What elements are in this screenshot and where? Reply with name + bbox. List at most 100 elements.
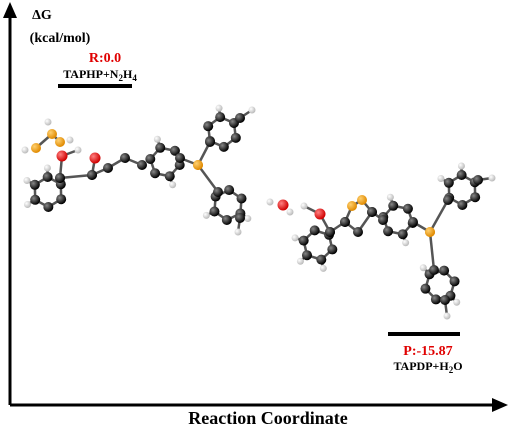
- species: TAPDP+H2O: [393, 359, 462, 375]
- y-arrow: [3, 2, 17, 18]
- atom: [153, 135, 161, 143]
- atom: [300, 202, 308, 210]
- atom: [164, 171, 175, 182]
- atom: [150, 168, 161, 179]
- atom: [235, 113, 245, 123]
- atom: [137, 160, 147, 170]
- atom: [215, 104, 223, 112]
- species-part: TAPDP+H: [393, 359, 449, 373]
- atom: [221, 214, 232, 225]
- atom: [286, 208, 294, 216]
- species-part: O: [453, 359, 462, 373]
- atom: [440, 295, 450, 305]
- atom: [430, 294, 441, 305]
- species: TAPHP+N2H4: [63, 67, 137, 83]
- atom: [457, 162, 465, 170]
- atom: [386, 193, 394, 201]
- atom: [169, 145, 180, 156]
- atom: [47, 129, 57, 139]
- atom: [353, 227, 363, 237]
- atom: [473, 175, 483, 185]
- atom: [316, 254, 327, 265]
- species-sub: 2: [449, 365, 454, 375]
- atom: [470, 192, 481, 203]
- atom: [443, 177, 454, 188]
- atom: [319, 264, 327, 272]
- atom: [340, 217, 350, 227]
- atom: [301, 250, 312, 261]
- atom: [443, 312, 451, 320]
- atom: [277, 199, 289, 211]
- atom: [155, 142, 166, 153]
- atom: [347, 201, 357, 211]
- atom: [202, 211, 210, 219]
- state-label: R:0.0: [89, 51, 121, 66]
- atom: [244, 215, 252, 223]
- atom: [325, 227, 335, 237]
- atom: [388, 200, 399, 211]
- bond: [428, 231, 436, 271]
- atom: [23, 176, 31, 184]
- atom: [357, 195, 367, 205]
- atom: [193, 160, 203, 170]
- atom: [408, 217, 418, 227]
- atom: [230, 132, 241, 143]
- atom: [55, 173, 65, 183]
- atom: [21, 146, 29, 154]
- atom: [120, 153, 130, 163]
- atom: [145, 154, 156, 165]
- atom: [203, 121, 214, 132]
- atom: [44, 118, 52, 126]
- atom: [209, 206, 220, 217]
- axes: [3, 2, 508, 412]
- atom: [291, 234, 299, 242]
- y-unit: (kcal/mol): [30, 31, 91, 46]
- atom: [488, 174, 496, 182]
- atom: [425, 227, 435, 237]
- atom: [437, 174, 445, 182]
- atom: [397, 229, 408, 240]
- x-label: Reaction Coordinate: [188, 408, 347, 427]
- atom: [443, 195, 453, 205]
- atom: [55, 137, 65, 147]
- molecules: [21, 104, 496, 320]
- atom: [378, 215, 388, 225]
- atom: [402, 239, 410, 247]
- atom: [309, 225, 320, 236]
- atom: [457, 199, 468, 210]
- atom: [383, 226, 394, 237]
- atom: [29, 179, 40, 190]
- atom: [296, 257, 304, 265]
- atom: [453, 298, 461, 306]
- atom: [402, 203, 413, 214]
- atom: [298, 235, 309, 246]
- atom: [87, 170, 97, 180]
- atom: [31, 143, 41, 153]
- atom: [56, 150, 68, 162]
- atom: [213, 187, 223, 197]
- atom: [266, 198, 274, 206]
- atom: [456, 170, 467, 181]
- atom: [218, 141, 229, 152]
- bond: [428, 199, 450, 233]
- species-sub: 2: [118, 73, 123, 83]
- atom: [367, 207, 377, 217]
- atom: [314, 208, 326, 220]
- atom: [439, 265, 450, 276]
- atom: [327, 244, 338, 255]
- state-label: P:-15.87: [403, 344, 452, 359]
- species-sub: 4: [132, 73, 137, 83]
- atom: [24, 200, 32, 208]
- atom: [205, 137, 215, 147]
- atom: [66, 136, 74, 144]
- atom: [169, 181, 177, 189]
- species-part: H: [123, 67, 133, 81]
- atom: [449, 276, 460, 287]
- atom: [248, 106, 256, 114]
- bond: [196, 164, 220, 193]
- atom: [43, 201, 54, 212]
- atom: [419, 264, 427, 272]
- atom: [234, 228, 242, 236]
- atom: [215, 112, 226, 123]
